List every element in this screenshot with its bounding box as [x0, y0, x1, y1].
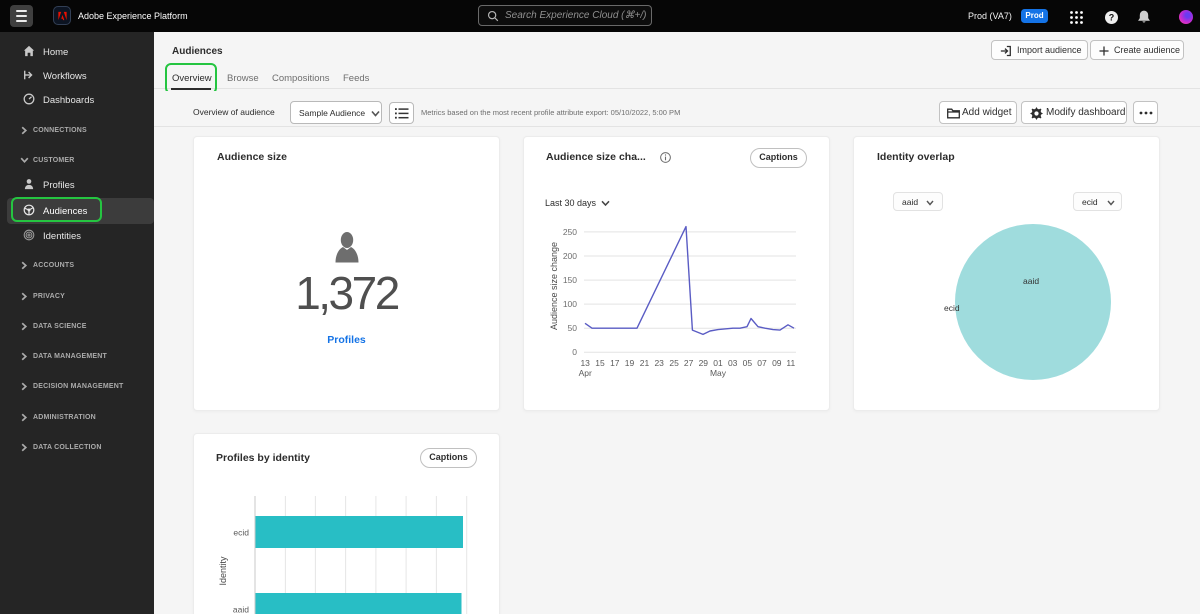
svg-text:Audience size change: Audience size change: [549, 242, 559, 330]
svg-text:150: 150: [563, 275, 577, 285]
svg-text:aaid: aaid: [233, 605, 249, 614]
svg-text:250: 250: [563, 227, 577, 237]
svg-text:May: May: [710, 368, 727, 378]
svg-text:0: 0: [572, 347, 577, 357]
svg-text:100: 100: [563, 299, 577, 309]
svg-text:Identity: Identity: [218, 556, 228, 586]
svg-text:11: 11: [786, 358, 795, 368]
svg-text:ecid: ecid: [233, 528, 249, 538]
svg-text:01: 01: [713, 358, 723, 368]
svg-text:25: 25: [669, 358, 679, 368]
svg-text:?: ?: [1109, 13, 1115, 23]
svg-text:17: 17: [610, 358, 620, 368]
svg-text:15: 15: [595, 358, 605, 368]
svg-text:05: 05: [743, 358, 753, 368]
svg-text:19: 19: [625, 358, 635, 368]
svg-text:07: 07: [757, 358, 767, 368]
svg-text:03: 03: [728, 358, 738, 368]
svg-text:29: 29: [699, 358, 709, 368]
svg-text:13: 13: [580, 358, 590, 368]
svg-text:09: 09: [772, 358, 782, 368]
svg-text:21: 21: [640, 358, 650, 368]
svg-text:27: 27: [684, 358, 694, 368]
svg-text:23: 23: [654, 358, 664, 368]
svg-text:200: 200: [563, 251, 577, 261]
svg-text:Apr: Apr: [579, 368, 592, 378]
svg-text:50: 50: [568, 323, 578, 333]
